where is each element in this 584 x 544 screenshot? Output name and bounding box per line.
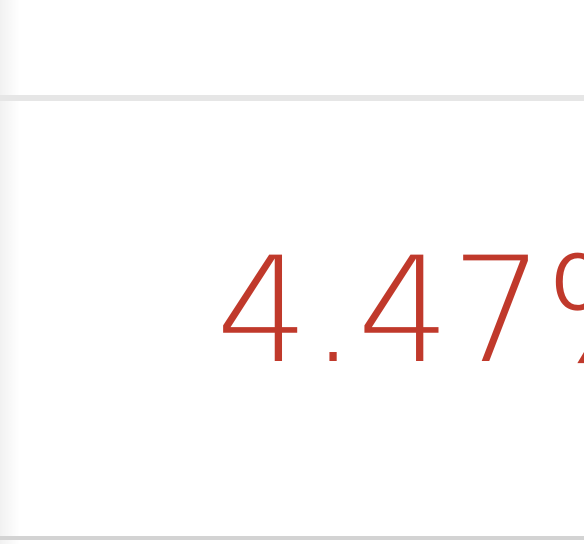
card-bottom-divider: [0, 536, 584, 540]
left-panel-edge: [0, 0, 20, 544]
metric-viewport: 4.47%: [0, 101, 584, 536]
header-divider: [0, 95, 584, 101]
metric-value: 4.47%: [216, 226, 584, 396]
card-header: [0, 0, 584, 95]
